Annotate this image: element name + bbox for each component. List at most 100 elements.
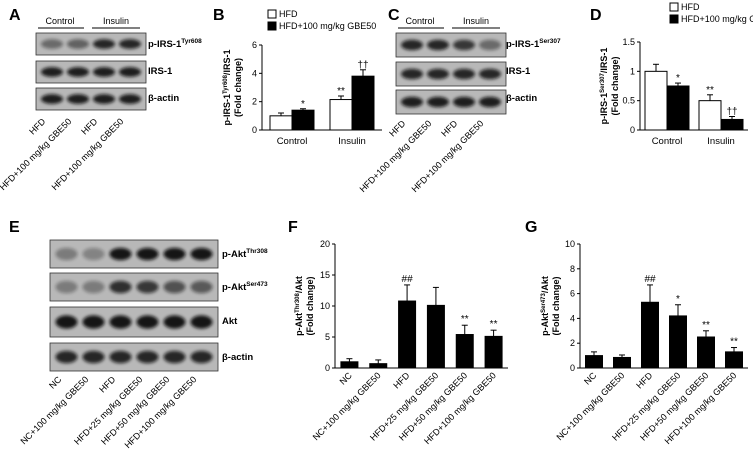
- blot-c-group-control: Control: [405, 16, 434, 26]
- blot-blotE-band-1-1: [82, 280, 105, 294]
- blot-blotA-band-2-2: [93, 94, 115, 104]
- blot-blotA-band-2-0: [41, 94, 63, 104]
- blot-blotE-band-1-5: [190, 280, 213, 294]
- blot-blotE-band-0-2: [109, 247, 132, 261]
- chart-f-significance-mark: **: [490, 319, 498, 330]
- blot-blotE-band-2-3: [136, 315, 159, 329]
- chart-d-bar: [720, 118, 744, 131]
- blot-blotE-row-1: [49, 272, 219, 302]
- blot-c-lane-label: HFD: [439, 118, 460, 139]
- panel-letter-b: B: [213, 7, 225, 24]
- chart-g-ytick-label: 2: [570, 338, 575, 348]
- blot-blotC-band-1-2: [453, 68, 475, 80]
- blot-blotE-band-3-4: [163, 350, 186, 364]
- blot-blotE-band-1-2: [109, 280, 132, 294]
- chart-f-ytick-label: 0: [325, 363, 330, 373]
- blot-blotC-band-1-3: [479, 68, 501, 80]
- chart-d-category-label: Control: [652, 136, 683, 147]
- chart-g-ytick-label: 10: [565, 239, 575, 249]
- chart-b-ytick-label: 6: [252, 40, 257, 50]
- chart-f-ylabel-tail: /Akt: [294, 276, 304, 293]
- blot-e-lane-label: HFD: [97, 374, 118, 395]
- blot-blotC-band-0-1: [427, 39, 449, 51]
- chart-g-significance-mark: *: [676, 294, 680, 305]
- blot-c-label-p-irs1: p-IRS-1Ser307: [506, 38, 561, 50]
- chart-d-significance-mark: **: [706, 85, 714, 96]
- chart-g-ylabel: p-AktSer473/Akt: [540, 276, 550, 336]
- chart-d-significance-mark: *: [676, 73, 680, 84]
- chart-f-bar: [426, 304, 445, 369]
- chart-d-bar: [698, 100, 722, 131]
- blot-blotE-band-3-2: [109, 350, 132, 364]
- blot-blotE-band-0-4: [163, 247, 186, 261]
- chart-b-ylabel: p-IRS-1Tyr608/IRS-1: [222, 50, 232, 126]
- blot-a-group-insulin: Insulin: [103, 16, 129, 26]
- chart-b-ytick-label: 2: [252, 97, 257, 107]
- chart-f-ylabel: p-AktThr308/Akt: [294, 276, 304, 336]
- chart-b-category-label: Control: [277, 136, 308, 147]
- chart-d-ylabel-main: p-IRS-1: [599, 93, 609, 125]
- chart-g-ytick-label: 0: [570, 363, 575, 373]
- chart-b-ylabel-main: p-IRS-1: [222, 94, 232, 126]
- chart-g-significance-mark: **: [702, 320, 710, 331]
- chart-d-ytick-label: 1.5: [622, 37, 635, 47]
- blot-blotE-band-3-1: [82, 350, 105, 364]
- panel-letter-c: C: [388, 7, 400, 24]
- chart-d-ylabel-line2: (Fold change): [610, 57, 620, 116]
- blot-c-lane-label: HFD: [387, 118, 408, 139]
- chart-g-bar: [585, 355, 603, 369]
- blot-blotC-band-2-1: [427, 96, 449, 108]
- chart-f-significance-mark: **: [461, 314, 469, 325]
- chart-d-ylabel: p-IRS-1Ser307/IRS-1: [599, 48, 609, 125]
- blot-blotA-band-2-3: [119, 94, 141, 104]
- chart-b-ylabel-sup: Tyr608: [223, 74, 229, 94]
- chart-d-ytick-label: 0: [630, 125, 635, 135]
- chart-d-ylabel-tail: /IRS-1: [599, 48, 609, 74]
- chart-b-ylabel-tail: /IRS-1: [222, 50, 232, 76]
- blot-blotE-band-2-1: [82, 315, 105, 329]
- chart-b-legend-swatch: [267, 21, 277, 31]
- blot-blotA-row-0: [35, 32, 147, 56]
- chart-f-bar: [455, 334, 474, 369]
- blot-blotA-band-0-1: [67, 39, 89, 49]
- blot-blotA-band-0-2: [93, 39, 115, 49]
- chart-b-significance-mark: **: [337, 86, 345, 97]
- blot-blotC-band-0-2: [453, 39, 475, 51]
- chart-g-category-label: HFD: [634, 370, 655, 391]
- chart-b-bar: [329, 99, 353, 131]
- chart-d-bar: [666, 85, 690, 131]
- panel-letter-d: D: [590, 7, 602, 24]
- blot-blotE-band-0-1: [82, 247, 105, 261]
- blot-a-group-control: Control: [45, 16, 74, 26]
- blot-c-label-beta-actin: β-actin: [506, 93, 537, 104]
- panel-letter-f: F: [288, 219, 298, 236]
- blot-e-label-p-akt-ser473: p-AktSer473: [222, 281, 268, 293]
- chart-d-legend-swatch: [669, 2, 679, 12]
- chart-g-ytick-label: 4: [570, 313, 575, 323]
- blot-a-label-irs1: IRS-1: [148, 66, 173, 77]
- chart-d-legend-label: HFD+100 mg/kg GBE50: [681, 14, 753, 24]
- chart-f-significance-mark: ##: [402, 274, 414, 285]
- blot-c-label-irs1: IRS-1: [506, 66, 531, 77]
- panel-letter-e: E: [9, 219, 20, 236]
- blot-a-lane-label: HFD: [79, 116, 100, 137]
- blot-blotA-band-1-2: [93, 67, 115, 77]
- chart-f-bar: [369, 363, 388, 369]
- chart-g-significance-mark: **: [730, 337, 738, 348]
- blot-e-label-akt: Akt: [222, 316, 238, 327]
- blot-a-label-beta-actin: β-actin: [148, 93, 179, 104]
- chart-g-category-label: NC: [582, 370, 599, 387]
- chart-b-significance-mark: *: [301, 99, 305, 110]
- chart-b-ylabel-line2: (Fold change): [233, 58, 243, 117]
- blot-blotA-band-0-3: [119, 39, 141, 49]
- chart-f-ytick-label: 15: [320, 270, 330, 280]
- blot-blotE-band-3-0: [55, 350, 78, 364]
- blot-blotE-band-1-4: [163, 280, 186, 294]
- chart-f-ylabel-sup: Thr308: [295, 293, 301, 313]
- blot-blotE-band-0-3: [136, 247, 159, 261]
- chart-g-bar: [613, 356, 631, 369]
- chart-g-bar: [669, 315, 687, 369]
- chart-g-bar: [725, 351, 743, 369]
- blot-blotC-band-2-0: [401, 96, 423, 108]
- blot-blotE-band-2-2: [109, 315, 132, 329]
